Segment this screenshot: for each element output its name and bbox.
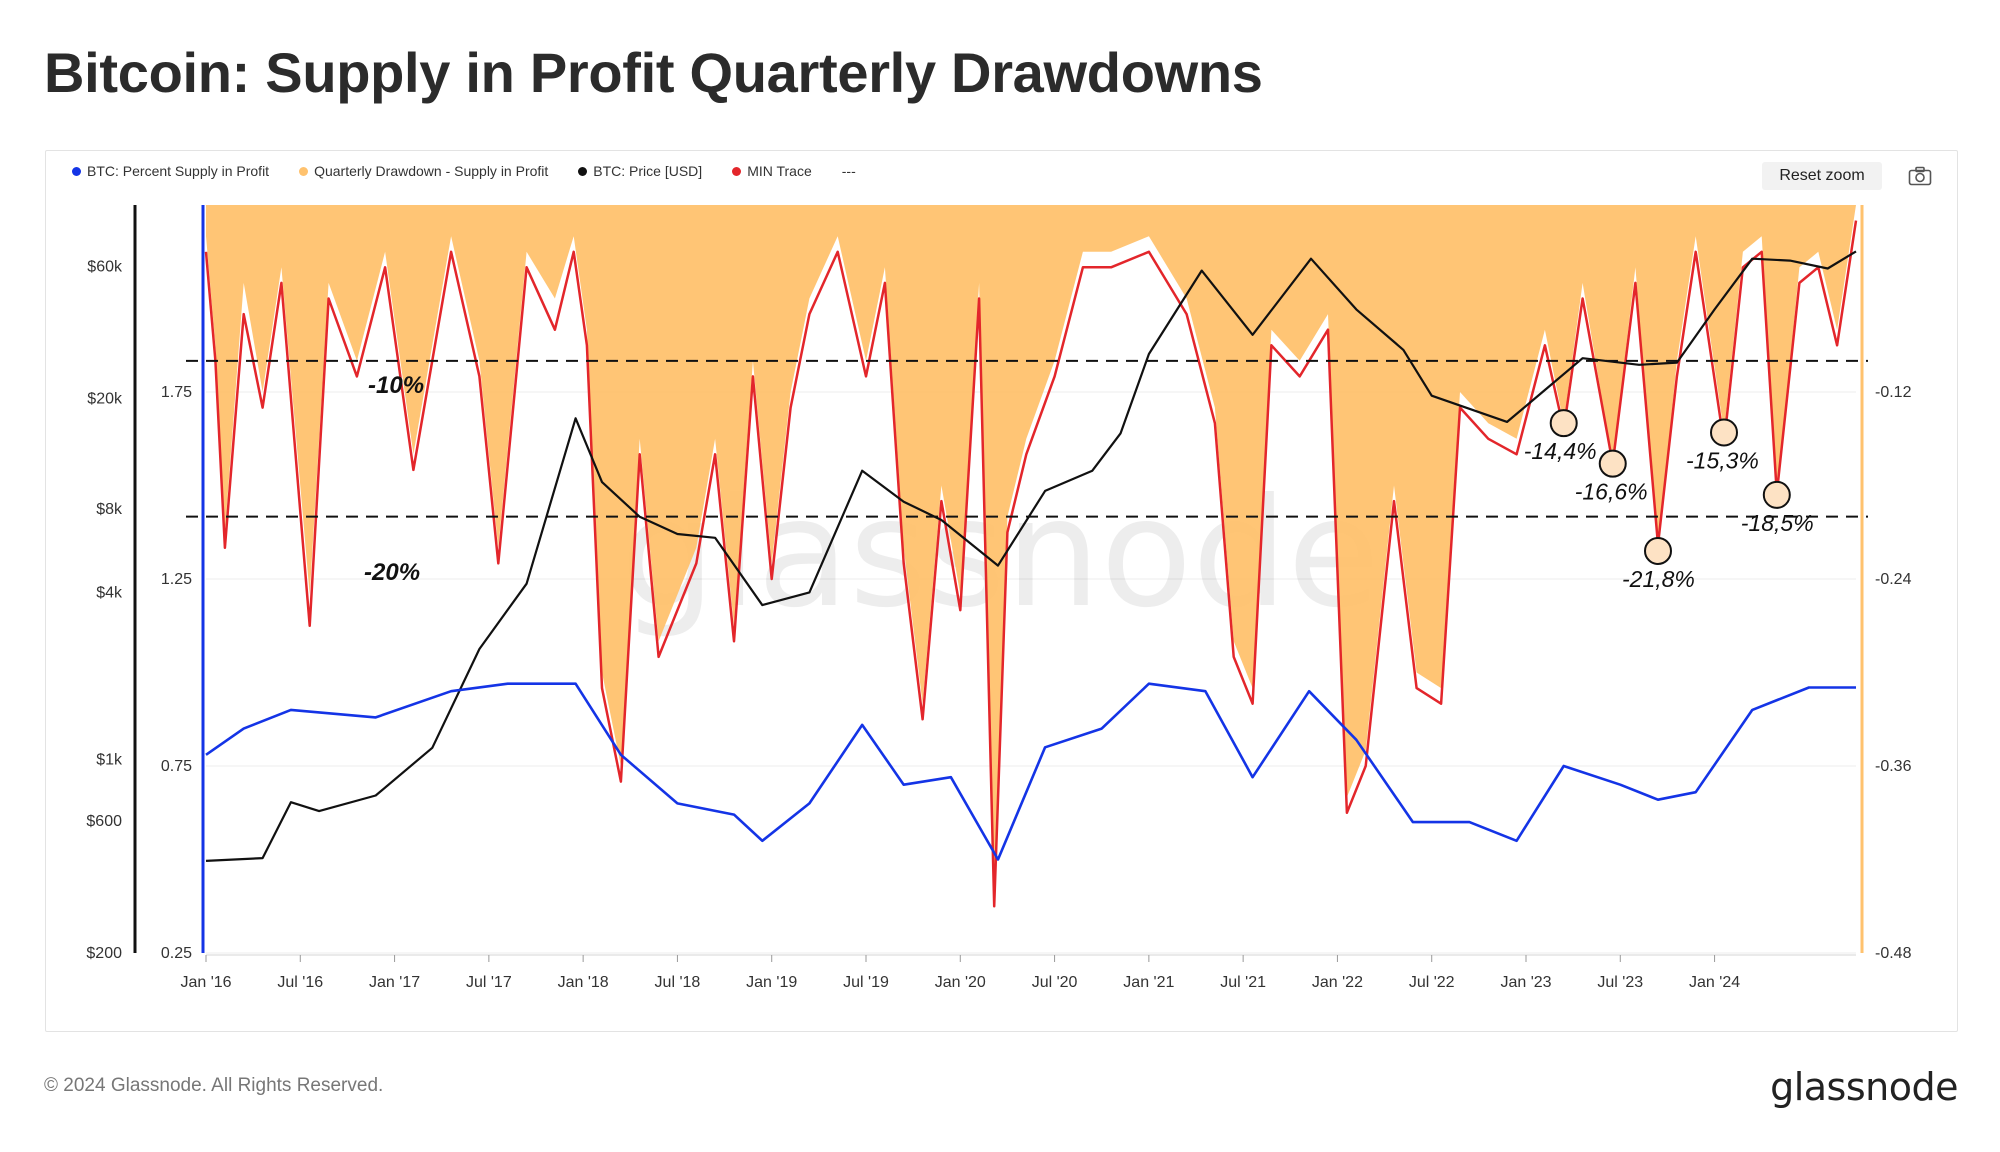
- legend-dot: [72, 166, 81, 176]
- drawdown-axis-tick-label: -0.36: [1875, 758, 1912, 775]
- price-axis-tick-label: $8k: [96, 501, 123, 518]
- price-axis-tick-label: $1k: [96, 751, 123, 768]
- drawdown-axis-tick-label: -0.24: [1875, 571, 1912, 588]
- glassnode-logo: glassnode: [1770, 1065, 1958, 1109]
- reference-line-label: -20%: [364, 559, 420, 586]
- annotation-marker: [1549, 409, 1578, 438]
- annotation-marker: [1710, 418, 1738, 447]
- x-axis-tick-label: Jul '20: [1032, 974, 1078, 991]
- chart-container: [45, 150, 1958, 1032]
- x-axis-tick-label: Jul '23: [1597, 974, 1643, 991]
- page-title: Bitcoin: Supply in Profit Quarterly Draw…: [44, 41, 1263, 104]
- x-axis-tick-label: Jul '22: [1409, 974, 1455, 991]
- copyright-text: © 2024 Glassnode. All Rights Reserved.: [44, 1075, 384, 1096]
- series-supply-in-profit-line: [205, 682, 1856, 861]
- annotation-marker: [1762, 480, 1791, 509]
- supply-axis-tick-label: 0.25: [161, 945, 192, 962]
- x-axis-tick-label: Jul '18: [655, 974, 701, 991]
- chart-legend: BTC: Percent Supply in Profit Quarterly …: [72, 163, 856, 179]
- legend-label: ---: [841, 163, 856, 179]
- legend-label: BTC: Percent Supply in Profit: [87, 163, 270, 179]
- series-quarterly-drawdown-area: [206, 205, 1856, 891]
- price-axis-tick-label: $4k: [96, 584, 123, 601]
- drawdown-axis-tick-label: -0.48: [1875, 945, 1912, 962]
- legend-item-min-trace[interactable]: MIN Trace: [732, 163, 812, 179]
- legend-label: MIN Trace: [747, 163, 812, 179]
- x-axis-tick-label: Jan '22: [1312, 974, 1363, 991]
- annotation-label: -18,5%: [1741, 510, 1814, 536]
- annotation-label: -16,6%: [1575, 479, 1648, 505]
- x-axis-tick-label: Jul '19: [843, 974, 889, 991]
- reset-zoom-button[interactable]: Reset zoom: [1762, 162, 1882, 190]
- price-axis-tick-label: $200: [86, 945, 122, 962]
- reference-line-label: -10%: [368, 372, 424, 399]
- annotation-marker: [1598, 449, 1627, 478]
- legend-label: BTC: Price [USD]: [593, 163, 703, 179]
- legend-item-dashed[interactable]: ---: [842, 163, 856, 179]
- supply-axis-tick-label: 1.25: [161, 571, 192, 588]
- series-btc-price-line: [205, 250, 1857, 862]
- x-axis-tick-label: Jan '20: [935, 974, 986, 991]
- drawdown-axis-tick-label: -0.12: [1875, 384, 1912, 401]
- supply-axis-tick-label: 0.75: [161, 758, 192, 775]
- annotation-marker: [1644, 536, 1672, 565]
- x-axis-tick-label: Jan '17: [369, 974, 420, 991]
- legend-dot: [299, 166, 309, 176]
- x-axis-tick-label: Jan '23: [1500, 974, 1551, 991]
- x-axis-tick-label: Jan '21: [1123, 974, 1174, 991]
- series-min-trace-line: [204, 220, 1858, 908]
- legend-item-supply-in-profit[interactable]: BTC: Percent Supply in Profit: [72, 163, 269, 179]
- legend-dot: [732, 166, 742, 176]
- annotation-label: -21,8%: [1622, 566, 1695, 592]
- price-axis-tick-label: $20k: [87, 391, 123, 408]
- x-axis-tick-label: Jan '18: [558, 974, 609, 991]
- x-axis-tick-label: Jan '24: [1689, 974, 1740, 991]
- legend-item-btc-price[interactable]: BTC: Price [USD]: [578, 163, 702, 179]
- x-axis-tick-label: Jul '16: [277, 974, 323, 991]
- legend-label: Quarterly Drawdown - Supply in Profit: [314, 163, 549, 179]
- x-axis-tick-label: Jul '21: [1220, 974, 1266, 991]
- annotation-label: -14,4%: [1524, 438, 1597, 464]
- supply-axis-tick-label: 1.75: [161, 384, 192, 401]
- annotation-label: -15,3%: [1686, 448, 1759, 474]
- legend-item-quarterly-drawdown[interactable]: Quarterly Drawdown - Supply in Profit: [299, 163, 548, 179]
- legend-dot: [578, 166, 588, 176]
- x-axis-tick-label: Jul '17: [466, 974, 512, 991]
- camera-icon[interactable]: [1908, 166, 1932, 186]
- x-axis-tick-label: Jan '16: [180, 974, 231, 991]
- x-axis-tick-label: Jan '19: [746, 974, 797, 991]
- price-axis-tick-label: $60k: [87, 258, 123, 275]
- price-axis-tick-label: $600: [86, 813, 122, 830]
